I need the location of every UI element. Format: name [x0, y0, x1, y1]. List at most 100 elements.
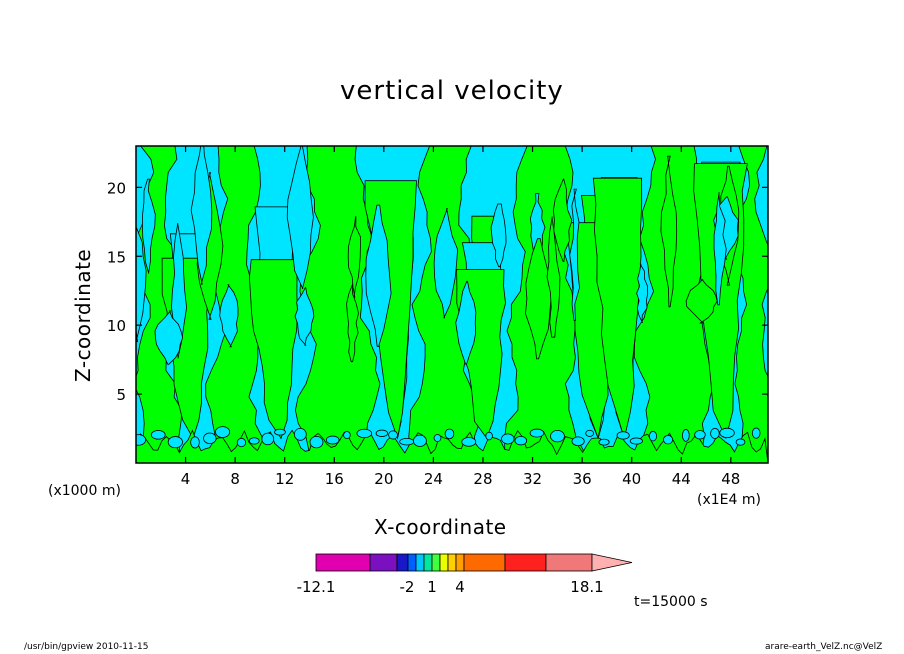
x-tick-label: 16 — [325, 470, 344, 488]
surface-eddy — [710, 427, 720, 439]
x-tick-label: 48 — [721, 470, 740, 488]
surface-eddy — [248, 437, 260, 445]
surface-eddy — [681, 429, 690, 442]
surface-eddy — [293, 427, 307, 441]
x-tick-label: 28 — [473, 470, 492, 488]
surface-eddy — [399, 437, 415, 446]
streak-region — [141, 178, 156, 274]
streak-region — [347, 216, 361, 298]
colorbar-label: -2 — [400, 578, 415, 596]
streak-region — [346, 283, 359, 363]
streak-region — [713, 192, 727, 306]
streak-region — [455, 280, 477, 365]
surface-eddy — [413, 434, 427, 447]
time-stamp: t=15000 s — [634, 594, 708, 610]
streak-region — [294, 287, 315, 346]
surface-eddy — [663, 435, 674, 445]
colorbar-segment — [423, 553, 433, 572]
surface-eddy — [236, 437, 247, 448]
plume-cone — [592, 177, 643, 440]
streak-region — [525, 238, 552, 360]
colorbar-segment — [455, 553, 465, 572]
surface-eddy — [261, 432, 275, 446]
surface-eddy — [388, 430, 398, 440]
x-tick-label: 40 — [622, 470, 641, 488]
streak-region — [154, 310, 184, 365]
surface-eddy — [598, 438, 610, 446]
chart-title: vertical velocity — [340, 76, 564, 106]
surface-eddy — [375, 429, 389, 437]
x-axis: 4 8 12 16 20 24 28 32 36 40 44 48 — [181, 146, 740, 488]
footer-file: arare-earth_VelZ.nc@VelZ — [765, 642, 883, 652]
streak-region — [433, 208, 459, 319]
colorbar-label: -12.1 — [297, 578, 336, 596]
surface-eddy — [433, 434, 442, 442]
x-tick-label: 20 — [374, 470, 393, 488]
y-tick-label: 20 — [107, 179, 126, 197]
colorbar-segment — [369, 553, 398, 572]
surface-eddy — [150, 430, 166, 440]
surface-eddy — [190, 436, 200, 449]
colorbar-label: 4 — [455, 578, 465, 596]
surface-eddy — [529, 428, 545, 438]
streak-region — [569, 188, 580, 321]
streak-region — [490, 203, 507, 268]
surface-eddy — [309, 436, 324, 449]
surface-eddy — [215, 426, 231, 438]
y-tick-label: 10 — [107, 317, 126, 335]
x-tick-label: 24 — [424, 470, 443, 488]
colorbar-segment — [447, 553, 457, 572]
colorbar-segment — [463, 553, 506, 572]
colorbar-segment — [439, 553, 449, 572]
surface-eddy — [616, 431, 630, 440]
colorbar-segment — [407, 553, 417, 572]
streak-region — [190, 146, 213, 285]
surface-eddy — [325, 435, 340, 445]
streak-region — [365, 204, 392, 347]
surface-eddy — [629, 437, 643, 445]
x-tick-label: 32 — [523, 470, 542, 488]
colorbar-segment — [545, 553, 593, 572]
x-unit-note: (x1E4 m) — [697, 492, 761, 508]
surface-eddy — [167, 436, 183, 449]
surface-eddy — [694, 430, 706, 440]
surface-eddy — [550, 429, 565, 443]
y-tick-label: 5 — [116, 386, 126, 404]
surface-eddy — [751, 427, 761, 439]
colorbar-label: 1 — [427, 578, 437, 596]
streak-region — [552, 178, 573, 262]
colorbar-segment — [315, 553, 371, 572]
y-tick-label: 15 — [107, 248, 126, 266]
surface-eddy — [461, 437, 477, 447]
colorbar-extend-arrow — [591, 553, 633, 572]
streak-region — [286, 146, 314, 289]
colorbar-segment — [504, 553, 547, 572]
x-tick-label: 8 — [230, 470, 240, 488]
surface-eddy — [735, 438, 746, 446]
x-tick-label: 36 — [573, 470, 592, 488]
surface-eddy — [571, 436, 585, 447]
surface-eddy — [203, 432, 217, 445]
x-axis-label: X-coordinate — [374, 515, 507, 539]
y-axis-label: Z-coordinate — [71, 248, 95, 382]
y-unit-note: (x1000 m) — [48, 483, 121, 499]
streak-region — [660, 155, 678, 308]
velocity-field — [136, 146, 768, 463]
streak-region — [636, 263, 649, 323]
streak-region — [685, 279, 718, 324]
surface-eddy — [136, 434, 147, 446]
x-tick-label: 4 — [181, 470, 191, 488]
plot-frame — [135, 145, 769, 464]
surface-eddy — [343, 431, 351, 440]
surface-eddy — [274, 428, 286, 436]
x-tick-label: 12 — [275, 470, 294, 488]
colorbar-segment — [415, 553, 425, 572]
surface-eddy — [648, 430, 658, 442]
colorbar-segment — [431, 553, 441, 572]
colorbar: -12.1 -2 1 4 18.1 — [297, 553, 633, 596]
colorbar-label: 18.1 — [570, 578, 603, 596]
colorbar-segment — [396, 553, 409, 572]
plume-cone — [248, 259, 299, 440]
